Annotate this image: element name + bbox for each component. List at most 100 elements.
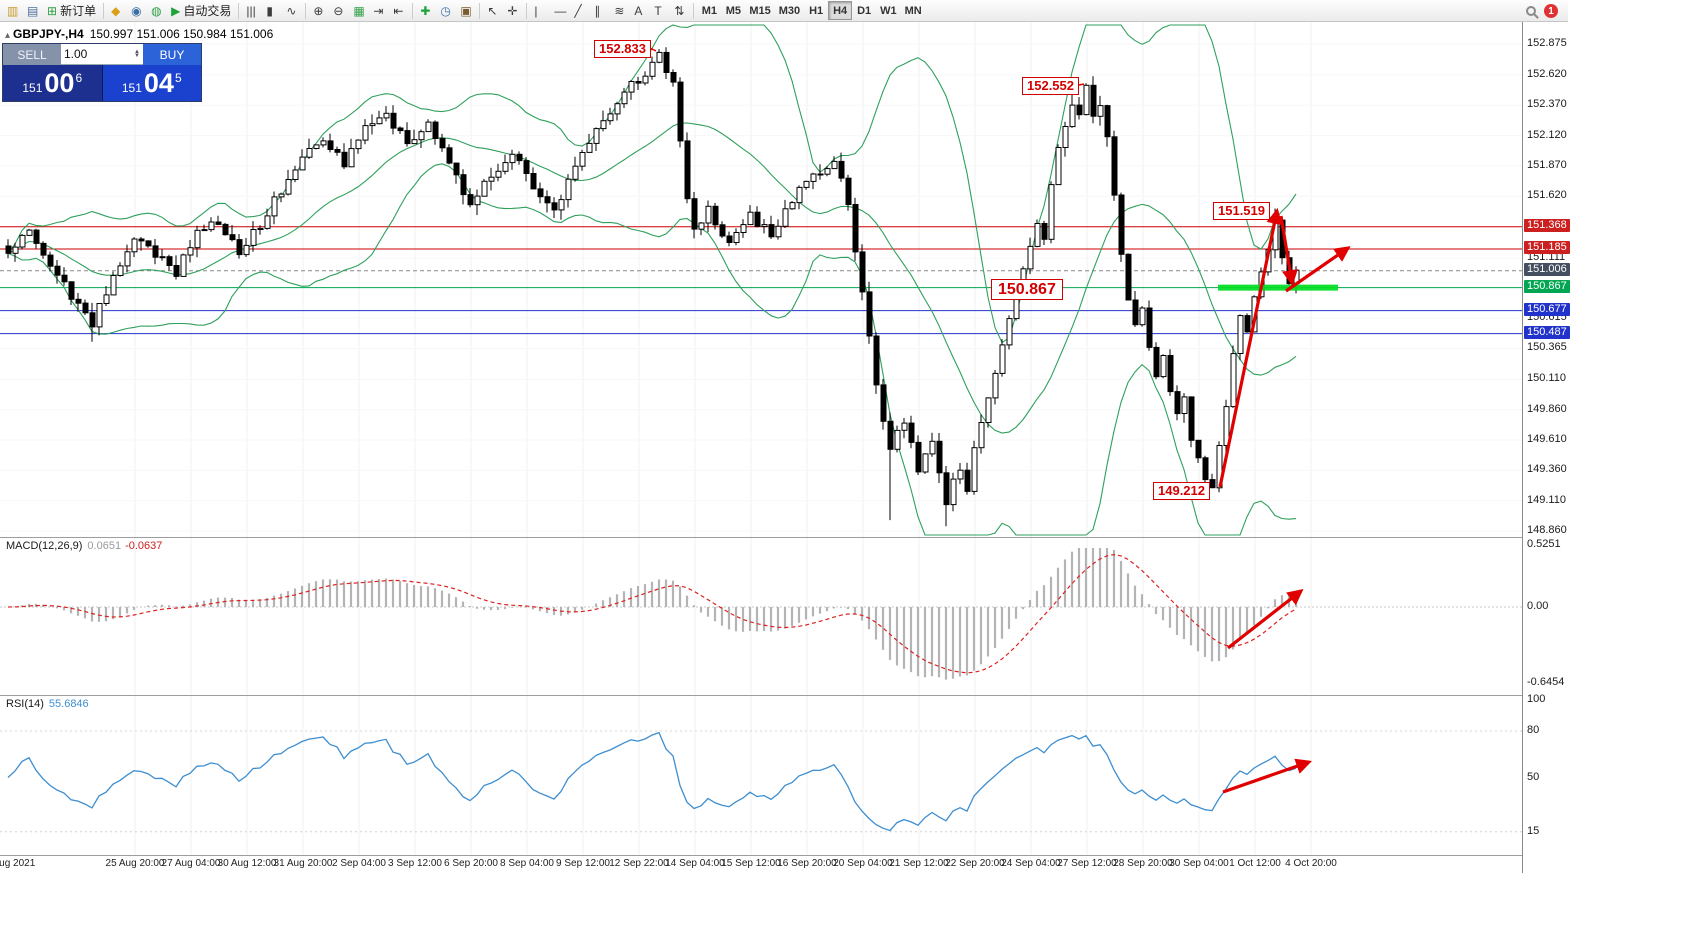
price-axis[interactable]: 152.875 152.620 152.370 152.120 151.870 151.6… [1522,22,1570,873]
time-tick-label: 9 Sep 12:00 [556,858,610,869]
buy-price-base: 151 [121,80,142,95]
panel-separator[interactable] [0,537,1568,538]
vertical-line-button[interactable]: | [530,1,550,21]
line-chart-icon: ∿ [286,3,297,18]
rsi-indicator-label: RSI(14) 55.6846 [6,698,89,710]
market-button[interactable]: ◍ [147,1,167,21]
tile-windows-button[interactable]: ▦ [349,1,369,21]
rsi-name: RSI(14) [6,698,44,710]
time-tick-label: 30 Aug 12:00 [217,858,277,869]
terminal-button[interactable]: ▥ [3,1,23,21]
price-tick-label: 152.620 [1527,67,1567,80]
time-tick-label: 2 Sep 04:00 [332,858,386,869]
fibonacci-button[interactable]: ≋ [610,1,630,21]
mql5-button[interactable]: ◆ [107,1,127,21]
zoom-in-button[interactable]: ⊕ [309,1,329,21]
chart-shift-button[interactable]: ⇤ [389,1,409,21]
templates-button[interactable]: ▣ [456,1,476,21]
rsi-value: 55.6846 [48,698,89,710]
rsi-tick-label: 80 [1527,724,1540,736]
toolbar: ▥ ▤ ⊞ 新订单 ◆ ◉ ◍ ▶ 自动交易 ||| ▮ ∿ ⊕ ⊖ ▦ ⇥ ⇤ ✚ ◷ ▣ ↖ ✛ | ― ╱ ∥ ≋ A T ⇅ M1 M… [0,0,1568,22]
volume-input[interactable]: 1.00 ▲ ▼ [61,44,143,65]
timeframe-mn[interactable]: MN [901,1,926,20]
bars-chart-button[interactable]: ||| [242,1,262,21]
zoom-in-icon: ⊕ [313,3,324,18]
cursor-icon: ↖ [487,3,498,18]
terminal-icon: ▥ [7,3,19,18]
periods-icon: ◷ [440,3,451,18]
toolbar-separator [238,2,240,19]
volume-stepper[interactable]: ▲ ▼ [134,49,140,59]
timeframe-m5[interactable]: M5 [721,1,745,20]
panel-separator[interactable] [0,695,1568,696]
sell-price-main: 00 [44,67,75,98]
indicators-button[interactable]: ✚ [416,1,436,21]
panel-separator [0,855,1568,856]
vertical-line-icon: | [534,3,538,18]
stepper-up-icon[interactable]: ▲ [134,49,140,55]
stepper-down-icon[interactable]: ▼ [134,53,140,59]
bollinger-bands [7,24,1297,536]
search-icon[interactable] [1526,6,1536,16]
crosshair-button[interactable]: ✛ [503,1,523,21]
timeframe-w1[interactable]: W1 [876,1,901,20]
horizontal-line-button[interactable]: ― [550,1,570,21]
price-level-label: 150.867 [1524,279,1570,293]
trendline-button[interactable]: ╱ [570,1,590,21]
timeframe-h4[interactable]: H4 [828,1,853,20]
time-tick-label: 4 Aug 2021 [0,858,36,869]
sell-price-button[interactable]: 151 00 6 [3,65,103,101]
rsi-tick-label: 15 [1527,824,1540,837]
candlestick-chart-button[interactable]: ▮ [262,1,282,21]
time-tick-label: 30 Sep 04:00 [1169,858,1229,869]
macd-name: MACD(12,26,9) [6,540,83,552]
price-tick-label: 150.110 [1527,372,1566,385]
new-order-button[interactable]: ⊞ 新订单 [43,1,100,21]
buy-price-button[interactable]: 151 04 5 [102,65,201,101]
ohlc-values: 150.997 151.006 150.984 151.006 [89,27,274,41]
zoom-out-button[interactable]: ⊖ [329,1,349,21]
label-button[interactable]: T [650,1,670,21]
notification-badge[interactable]: 1 [1544,4,1558,18]
buy-price-main: 04 [143,67,174,98]
text-button[interactable]: A [630,1,650,21]
timeframe-m1[interactable]: M1 [697,1,721,20]
macd-value: 0.0651 [87,540,122,552]
new-order-label: 新订单 [60,4,97,18]
price-tick-label: 151.870 [1527,158,1567,171]
sell-button[interactable]: SELL [3,44,61,65]
indicators-icon: ✚ [420,3,431,18]
timeframe-d1[interactable]: D1 [852,1,876,20]
text-icon: A [634,3,643,18]
timeframe-h1[interactable]: H1 [804,1,828,20]
periods-button[interactable]: ◷ [436,1,456,21]
community-button[interactable]: ◉ [127,1,147,21]
toolbar-separator [103,2,105,19]
timeframe-m15[interactable]: M15 [745,1,774,20]
toolbar-separator [526,2,528,19]
macd-tick-label: 0.5251 [1527,538,1561,551]
new-order-icon: ⊞ [47,3,58,18]
auto-scroll-button[interactable]: ⇥ [369,1,389,21]
new-chart-button[interactable]: ▤ [23,1,43,21]
equidistant-channel-button[interactable]: ∥ [590,1,610,21]
arrows-button[interactable]: ⇅ [670,1,690,21]
price-tick-label: 149.610 [1527,433,1567,446]
rsi-tick-label: 100 [1527,693,1546,705]
price-tick-label: 152.370 [1527,98,1567,111]
line-chart-button[interactable]: ∿ [282,1,302,21]
price-chart[interactable] [0,22,1522,873]
equidistant-channel-icon: ∥ [594,3,601,18]
time-tick-label: 24 Sep 04:00 [1001,858,1061,869]
label-icon: T [654,3,662,18]
time-tick-label: 4 Oct 20:00 [1285,858,1337,869]
symbol-period-label: GBPJPY-,H4 [13,27,84,41]
price-tick-label: 149.360 [1527,463,1567,476]
autotrade-button[interactable]: ▶ 自动交易 [167,1,235,21]
zoom-out-icon: ⊖ [333,3,344,18]
buy-button[interactable]: BUY [143,44,201,65]
chart-icon: ▴ [5,30,11,41]
cursor-button[interactable]: ↖ [483,1,503,21]
timeframe-m30[interactable]: M30 [775,1,804,20]
